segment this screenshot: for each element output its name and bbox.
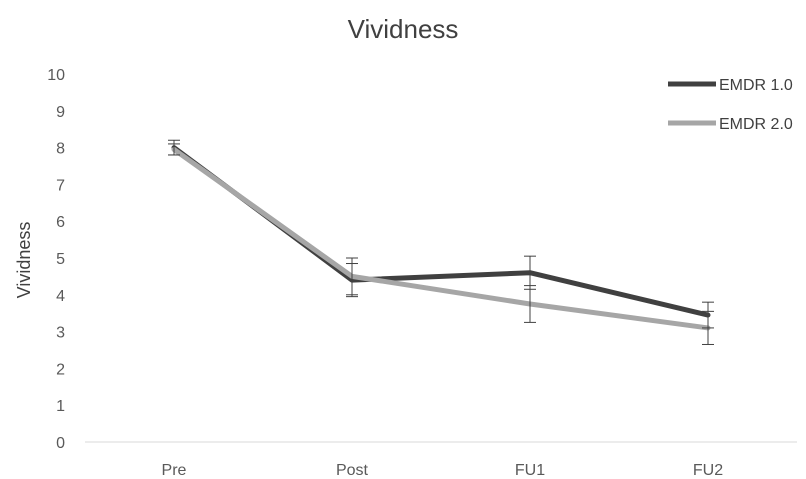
y-tick-label: 4: [56, 288, 65, 305]
y-tick-label: 5: [56, 251, 65, 268]
error-bar: [346, 257, 358, 296]
y-tick-label: 8: [56, 141, 65, 158]
series-2: [171, 146, 711, 331]
y-tick-label: 6: [56, 214, 65, 231]
error-bar: [168, 143, 180, 156]
y-tick-label: 10: [47, 67, 65, 84]
y-axis-title: Vividness: [14, 222, 34, 299]
legend-label: EMDR 2.0: [719, 116, 793, 133]
x-tick-label: FU1: [515, 462, 545, 479]
error-bar: [702, 310, 714, 345]
x-tick-label: Post: [336, 462, 369, 479]
error-bars-series-1: [168, 139, 714, 329]
error-bars-series-2: [168, 143, 714, 345]
axes: 0 1 2 3 4 5 6 7 8 9 10 Pre Post FU1 FU2: [47, 67, 797, 479]
y-tick-label: 9: [56, 104, 65, 121]
y-tick-label: 2: [56, 361, 65, 378]
series-layer: [168, 139, 714, 345]
y-tick-label: 7: [56, 177, 65, 194]
legend-item: EMDR 1.0: [668, 77, 793, 94]
legend: EMDR 1.0 EMDR 2.0: [668, 77, 793, 133]
legend-label: EMDR 1.0: [719, 77, 793, 94]
y-tick-label: 0: [56, 435, 65, 452]
legend-item: EMDR 2.0: [668, 116, 793, 133]
x-tick-label: FU2: [693, 462, 723, 479]
x-tick-label: Pre: [162, 462, 187, 479]
error-bar: [524, 285, 536, 323]
chart-title: Vividness: [348, 14, 459, 44]
y-tick-label: 1: [56, 398, 65, 415]
series-line: [171, 146, 711, 331]
y-tick-label: 3: [56, 325, 65, 342]
